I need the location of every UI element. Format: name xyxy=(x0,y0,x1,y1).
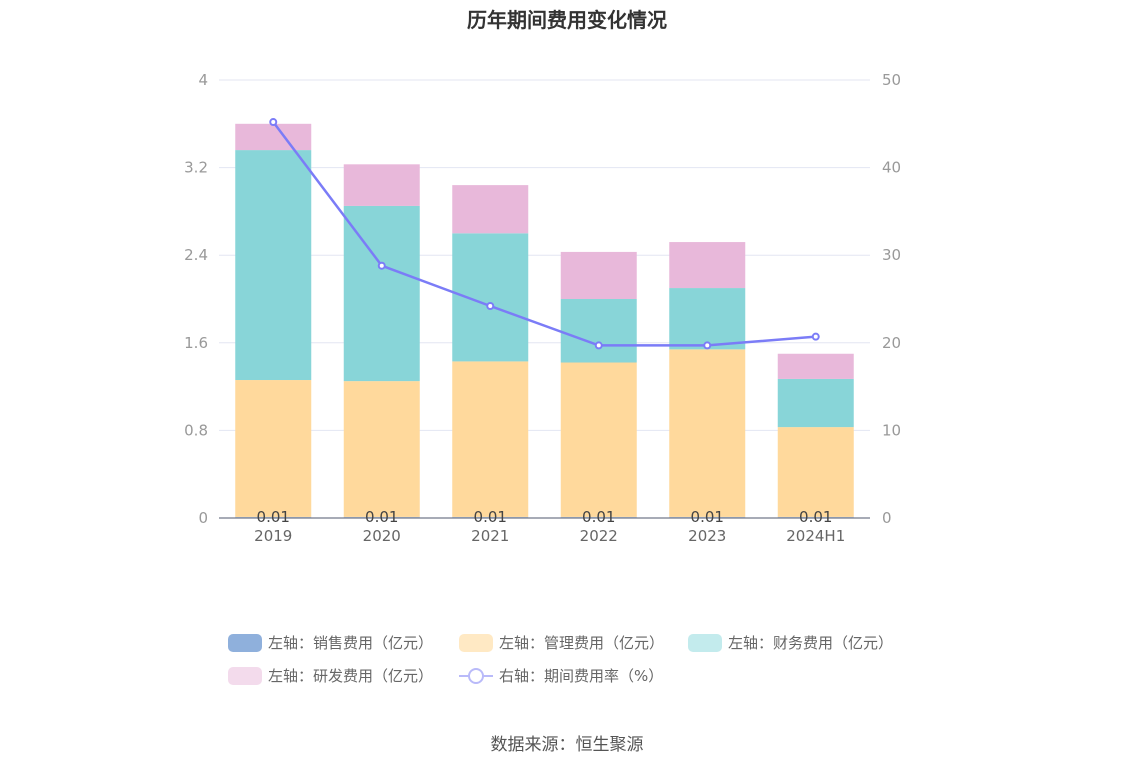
x-tick-label: 2019 xyxy=(254,527,292,545)
point-rate xyxy=(594,341,603,350)
legend-line-circle-icon xyxy=(459,667,493,685)
legend-swatch-rd xyxy=(228,666,262,685)
bar-finance xyxy=(343,205,420,382)
bar-rd xyxy=(560,251,637,299)
data-label-sales: 0.01 xyxy=(799,508,832,526)
x-tick-label: 2020 xyxy=(363,527,401,545)
y-left-tick-label: 1.6 xyxy=(184,334,208,352)
bar-rd xyxy=(452,185,529,234)
bar-admin xyxy=(452,361,529,517)
chart-plot: 00.81.62.43.24010203040500.0120190.01202… xyxy=(184,71,901,545)
legend-item-rd[interactable]: 左轴：研发费用（亿元） xyxy=(228,665,433,686)
chart-title: 历年期间费用变化情况 xyxy=(467,8,667,32)
legend-circle-marker xyxy=(468,667,484,684)
x-tick-label: 2022 xyxy=(580,527,618,545)
y-right-tick-label: 50 xyxy=(882,71,901,89)
point-rate xyxy=(703,341,712,350)
bar-rd xyxy=(343,164,420,206)
legend-label-rd: 左轴：研发费用（亿元） xyxy=(268,667,434,685)
point-rate xyxy=(377,261,386,270)
bar-finance xyxy=(560,299,637,363)
bar-finance xyxy=(669,288,746,350)
bar-rd xyxy=(669,242,746,289)
legend-item-rate[interactable]: 右轴：期间费用率（%） xyxy=(459,665,663,686)
y-right-tick-label: 0 xyxy=(882,509,892,527)
x-tick-label: 2024H1 xyxy=(786,527,845,545)
y-left-tick-label: 4 xyxy=(198,71,208,89)
x-tick-label: 2023 xyxy=(688,527,726,545)
data-label-sales: 0.01 xyxy=(691,508,724,526)
legend-swatch-sales xyxy=(228,633,262,652)
legend-label-admin: 左轴：管理费用（亿元） xyxy=(499,634,665,652)
point-rate xyxy=(269,118,278,127)
bar-admin xyxy=(560,362,637,517)
x-tick-label: 2021 xyxy=(471,527,509,545)
legend-swatch-admin xyxy=(459,633,493,652)
point-rate xyxy=(486,302,495,311)
y-right-tick-label: 40 xyxy=(882,159,901,177)
bar-rd xyxy=(777,353,854,379)
data-label-sales: 0.01 xyxy=(365,508,398,526)
y-right-tick-label: 20 xyxy=(882,334,901,352)
bar-admin xyxy=(777,427,854,517)
legend-label-sales: 左轴：销售费用（亿元） xyxy=(268,634,434,652)
bar-admin xyxy=(235,380,312,517)
y-left-tick-label: 0.8 xyxy=(184,421,208,439)
line-rate xyxy=(272,121,816,347)
y-right-tick-label: 30 xyxy=(882,246,901,264)
y-right-tick-label: 10 xyxy=(882,421,901,439)
bar-admin xyxy=(343,381,420,517)
legend-label-finance: 左轴：财务费用（亿元） xyxy=(728,634,894,652)
y-left-tick-label: 2.4 xyxy=(184,246,208,264)
data-label-sales: 0.01 xyxy=(257,508,290,526)
data-label-sales: 0.01 xyxy=(582,508,615,526)
source-note: 数据来源：恒生聚源 xyxy=(490,735,644,755)
legend-item-admin[interactable]: 左轴：管理费用（亿元） xyxy=(459,632,664,653)
legend-item-sales[interactable]: 左轴：销售费用（亿元） xyxy=(228,632,433,653)
bar-finance xyxy=(777,378,854,428)
y-left-tick-label: 0 xyxy=(198,509,208,527)
legend-item-finance[interactable]: 左轴：财务费用（亿元） xyxy=(688,632,893,653)
bar-finance xyxy=(235,150,312,381)
point-rate xyxy=(811,332,820,341)
data-label-sales: 0.01 xyxy=(474,508,507,526)
bar-rd xyxy=(235,123,312,151)
legend-label-rate: 右轴：期间费用率（%） xyxy=(499,667,664,685)
y-left-tick-label: 3.2 xyxy=(184,159,208,177)
bar-admin xyxy=(669,349,746,517)
legend-swatch-finance xyxy=(688,633,722,652)
